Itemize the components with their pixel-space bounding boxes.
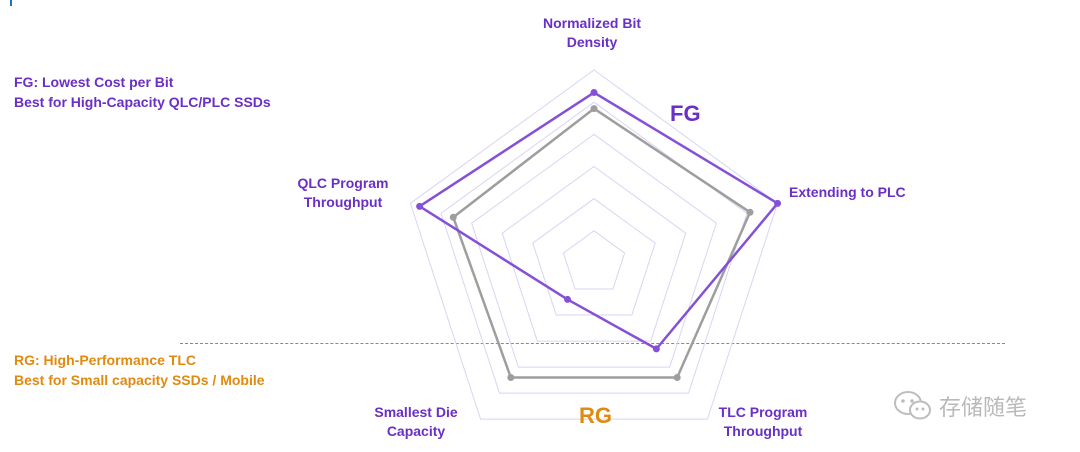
rg-note-line-2: Best for Small capacity SSDs / Mobile bbox=[14, 372, 265, 388]
axis-label-line: Smallest Die bbox=[374, 404, 457, 420]
fg-note-line-1: FG: Lowest Cost per Bit bbox=[14, 74, 174, 90]
divider-line bbox=[180, 343, 1005, 344]
grid-ring bbox=[471, 133, 717, 368]
radar-series: FG RG bbox=[416, 89, 782, 428]
grid-ring bbox=[562, 230, 626, 290]
grid-ring bbox=[501, 165, 687, 342]
axis-label-line: TLC Program bbox=[719, 404, 808, 420]
rg-note-line-1: RG: High-Performance TLC bbox=[14, 352, 197, 368]
axis-label-line: Capacity bbox=[387, 423, 446, 439]
rg-note: RG: High-Performance TLC Best for Small … bbox=[14, 350, 265, 390]
corner-mark bbox=[10, 0, 12, 6]
series-label-rg: RG bbox=[579, 403, 612, 428]
axis-label-line: QLC Program bbox=[297, 175, 388, 191]
series-label-fg: FG bbox=[670, 101, 701, 126]
data-point-fg bbox=[590, 89, 598, 97]
watermark: 存储随笔 bbox=[893, 386, 1027, 426]
axis-label-line: Throughput bbox=[724, 423, 803, 439]
wechat-icon bbox=[894, 391, 931, 420]
data-point-fg bbox=[564, 295, 572, 303]
axis-label-line: Density bbox=[567, 34, 618, 50]
series-line-rg bbox=[452, 107, 752, 379]
axis-label: Normalized Bit Density bbox=[543, 15, 641, 50]
data-point-rg bbox=[673, 374, 681, 382]
axis-label-line: Normalized Bit bbox=[543, 15, 641, 31]
radar-grid bbox=[409, 69, 779, 420]
data-point-rg bbox=[746, 208, 754, 216]
axis-label-line: Throughput bbox=[304, 194, 383, 210]
axis-label: Extending to PLC bbox=[789, 184, 906, 200]
grid-ring bbox=[409, 69, 779, 420]
fg-note: FG: Lowest Cost per Bit Best for High-Ca… bbox=[14, 72, 271, 112]
data-point-fg bbox=[416, 202, 424, 210]
data-point-rg bbox=[449, 213, 457, 221]
series-line-fg bbox=[418, 91, 779, 351]
data-point-rg bbox=[590, 105, 598, 113]
axis-label-line: Extending to PLC bbox=[789, 184, 906, 200]
watermark-text: 存储随笔 bbox=[939, 396, 1028, 421]
grid-ring bbox=[532, 198, 656, 316]
axis-label: QLC Program Throughput bbox=[297, 175, 388, 210]
data-point-fg bbox=[652, 345, 660, 353]
fg-note-line-2: Best for High-Capacity QLC/PLC SSDs bbox=[14, 94, 271, 110]
data-point-rg bbox=[507, 374, 515, 382]
axis-label: Smallest Die Capacity bbox=[374, 404, 457, 439]
axis-label: TLC Program Throughput bbox=[719, 404, 808, 439]
radar-axis-labels: Normalized Bit Density Extending to PLC TLC… bbox=[297, 15, 905, 439]
data-point-fg bbox=[774, 199, 782, 207]
